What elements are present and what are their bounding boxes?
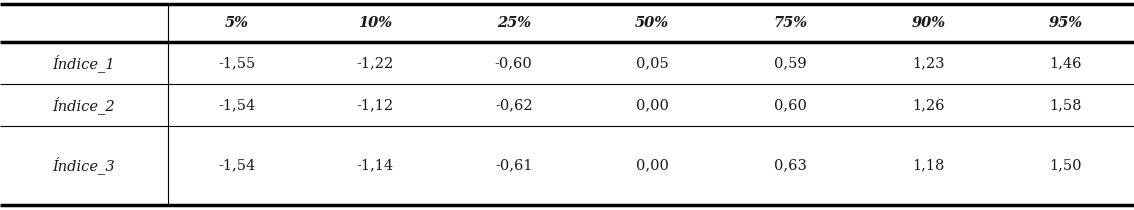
Text: Índice_1: Índice_1: [52, 54, 116, 72]
Text: -1,54: -1,54: [219, 159, 255, 172]
Text: -0,62: -0,62: [494, 98, 533, 112]
Text: 75%: 75%: [773, 16, 807, 30]
Text: -0,61: -0,61: [494, 159, 533, 172]
Text: 90%: 90%: [912, 16, 946, 30]
Text: 1,26: 1,26: [913, 98, 945, 112]
Text: 50%: 50%: [635, 16, 669, 30]
Text: 0,63: 0,63: [775, 159, 806, 172]
Text: 0,60: 0,60: [775, 98, 806, 112]
Text: 25%: 25%: [497, 16, 531, 30]
Text: 1,50: 1,50: [1050, 159, 1082, 172]
Text: -1,12: -1,12: [357, 98, 393, 112]
Text: 1,18: 1,18: [913, 159, 945, 172]
Text: -1,54: -1,54: [219, 98, 255, 112]
Text: Índice_3: Índice_3: [52, 157, 116, 175]
Text: 1,58: 1,58: [1050, 98, 1082, 112]
Text: 95%: 95%: [1049, 16, 1083, 30]
Text: -1,55: -1,55: [219, 56, 255, 70]
Text: 0,00: 0,00: [636, 159, 668, 172]
Text: 1,46: 1,46: [1050, 56, 1082, 70]
Text: 5%: 5%: [225, 16, 249, 30]
Text: 0,05: 0,05: [636, 56, 668, 70]
Text: 10%: 10%: [358, 16, 392, 30]
Text: 0,59: 0,59: [775, 56, 806, 70]
Text: -1,14: -1,14: [357, 159, 393, 172]
Text: 0,00: 0,00: [636, 98, 668, 112]
Text: Índice_2: Índice_2: [52, 96, 116, 114]
Text: 1,23: 1,23: [913, 56, 945, 70]
Text: -0,60: -0,60: [494, 56, 533, 70]
Text: -1,22: -1,22: [357, 56, 393, 70]
